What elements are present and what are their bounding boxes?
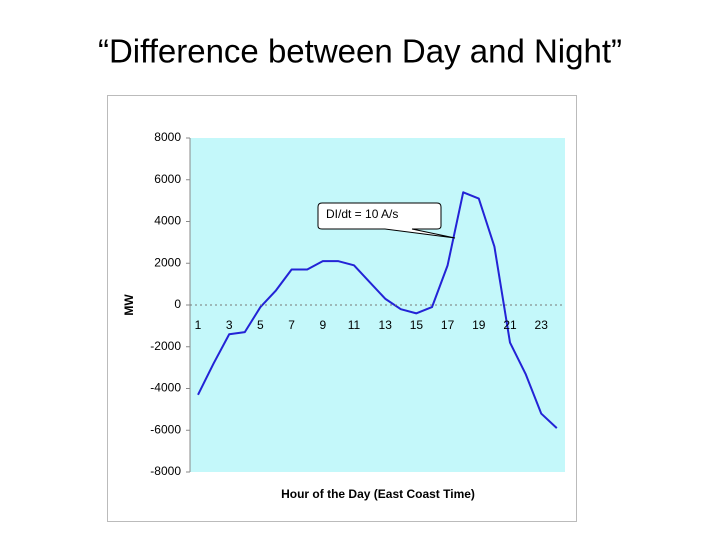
x-tick-label: 11 — [348, 318, 361, 332]
x-tick-label: 23 — [535, 318, 549, 332]
x-tick-label: 21 — [503, 318, 517, 332]
data-line — [197, 191, 558, 429]
x-tick-label: 9 — [319, 318, 326, 332]
x-tick-label: 5 — [257, 318, 264, 332]
y-tick-label: -6000 — [150, 422, 181, 436]
y-tick-label: -4000 — [150, 381, 181, 395]
y-tick-label: 6000 — [154, 172, 181, 186]
x-tick-label: 15 — [410, 318, 424, 332]
x-tick-label: 3 — [226, 318, 233, 332]
y-axis-title: MW — [122, 294, 136, 316]
x-tick-label: 17 — [441, 318, 455, 332]
slide-title: “Difference between Day and Night” — [98, 33, 622, 70]
plot-area — [190, 138, 565, 472]
x-tick-label: 19 — [472, 318, 486, 332]
y-tick-label: 0 — [174, 297, 181, 311]
y-tick-label: 4000 — [154, 214, 181, 228]
callout — [317, 202, 456, 239]
annotation: DI/dt = 10 A/s — [326, 207, 398, 221]
y-tick-label: -2000 — [150, 339, 181, 353]
y-tick-label: 2000 — [154, 255, 181, 269]
x-tick-label: 1 — [195, 318, 202, 332]
x-axis-title: Hour of the Day (East Coast Time) — [281, 487, 475, 501]
x-tick-label: 13 — [379, 318, 393, 332]
y-tick-label: -8000 — [150, 464, 181, 478]
x-tick-label: 7 — [288, 318, 295, 332]
y-tick-label: 8000 — [154, 130, 181, 144]
